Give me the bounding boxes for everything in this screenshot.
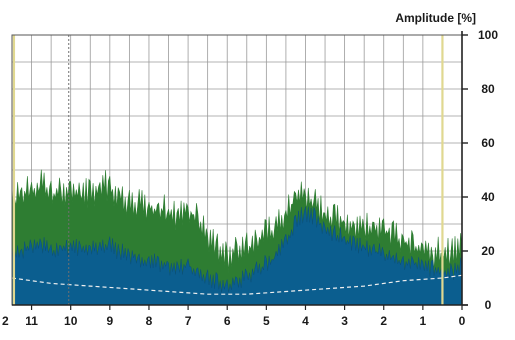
y-axis-title: Amplitude [%] <box>395 11 476 25</box>
x-tick-label: 9 <box>106 314 113 328</box>
x-tick-label: 10 <box>64 314 78 328</box>
y-tick-label: 60 <box>481 136 495 150</box>
x-tick-label: 2 <box>380 314 387 328</box>
x-tick-label: 1 <box>420 314 427 328</box>
x-tick-label: 8 <box>146 314 153 328</box>
marker-layer <box>12 35 444 305</box>
y-tick-label: 100 <box>478 28 498 42</box>
series-layer <box>11 169 463 306</box>
x-tick-label: 0 <box>459 314 466 328</box>
y-tick-label: 40 <box>481 190 495 204</box>
y-tick-label: 80 <box>481 82 495 96</box>
x-tick-label: 5 <box>263 314 270 328</box>
x-tick-label: 6 <box>224 314 231 328</box>
x-tick-label: 4 <box>302 314 309 328</box>
y-tick-label: 0 <box>485 298 492 312</box>
y-tick-label: 20 <box>481 244 495 258</box>
x-edge-label: 2 <box>2 314 9 328</box>
x-tick-label: 3 <box>341 314 348 328</box>
amplitude-area <box>11 206 463 306</box>
x-tick-label: 7 <box>185 314 192 328</box>
x-tick-label: 11 <box>25 314 38 328</box>
threshold-curve <box>11 274 463 295</box>
